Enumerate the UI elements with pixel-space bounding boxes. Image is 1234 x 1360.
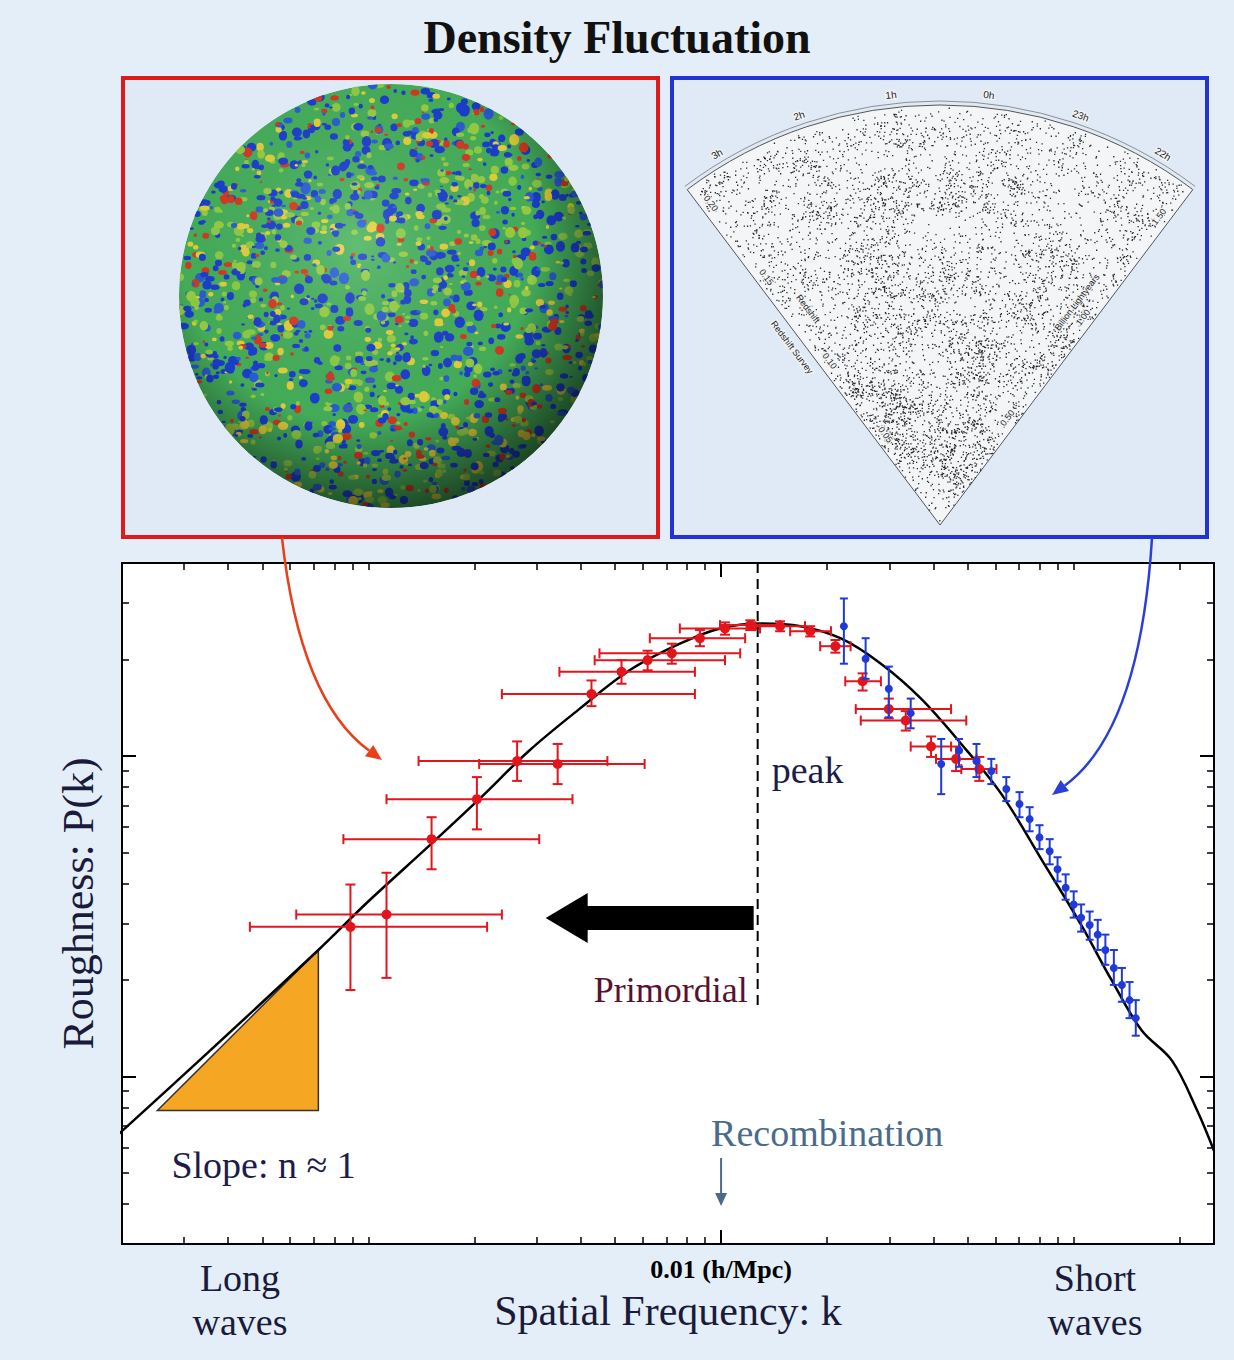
svg-text:3h: 3h: [709, 146, 724, 161]
svg-text:0h: 0h: [983, 89, 995, 101]
svg-text:Slope: n ≈ 1: Slope: n ≈ 1: [171, 1144, 355, 1186]
svg-text:0.15: 0.15: [757, 267, 776, 287]
svg-text:Redshift Survey: Redshift Survey: [769, 319, 816, 376]
svg-text:Billion Lightyears: Billion Lightyears: [1053, 272, 1102, 333]
svg-text:0.01 (h/Mpc): 0.01 (h/Mpc): [650, 1255, 792, 1284]
svg-text:Recombination: Recombination: [711, 1112, 943, 1154]
svg-text:0.20: 0.20: [702, 193, 721, 213]
svg-text:0.10: 0.10: [820, 351, 839, 371]
svg-text:Roughness: P(k): Roughness: P(k): [54, 757, 103, 1049]
svg-text:1.00: 1.00: [1073, 307, 1093, 328]
svg-text:22h: 22h: [1153, 145, 1173, 163]
svg-text:2h: 2h: [792, 109, 806, 123]
html-text:Density Fluctuation: Density Fluctuation: [423, 12, 811, 63]
svg-text:1.50: 1.50: [1150, 207, 1169, 227]
svg-text:Short: Short: [1054, 1257, 1137, 1299]
svg-text:Long: Long: [200, 1257, 280, 1299]
svg-text:0.50: 0.50: [998, 408, 1017, 428]
svg-text:Redshift: Redshift: [794, 293, 822, 326]
svg-text:Spatial Frequency: k: Spatial Frequency: k: [494, 1288, 842, 1334]
svg-text:Primordial: Primordial: [594, 970, 748, 1010]
svg-text:waves: waves: [193, 1301, 288, 1343]
svg-text:0.05: 0.05: [876, 425, 895, 445]
svg-text:23h: 23h: [1071, 108, 1090, 124]
svg-text:1h: 1h: [885, 89, 897, 101]
svg-text:waves: waves: [1048, 1301, 1143, 1343]
svg-text:peak: peak: [772, 749, 844, 791]
